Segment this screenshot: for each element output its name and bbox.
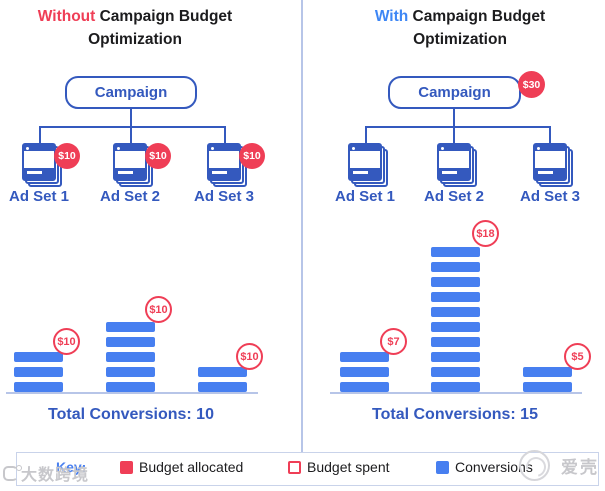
right-title-line2: Optimization <box>413 31 507 48</box>
left-adset1-label: Ad Set 1 <box>8 188 69 205</box>
left-adset1-spent-badge: $10 <box>53 328 80 355</box>
panel-divider <box>301 0 303 452</box>
left-campaign-node: Campaign <box>65 76 197 109</box>
conversion-bar-segment <box>431 322 480 332</box>
card-stack-front <box>113 143 147 181</box>
conversion-bar-segment <box>431 307 480 317</box>
right-panel-title: With Campaign Budget Optimization <box>330 5 590 51</box>
card-stack-front <box>22 143 56 181</box>
left-adset3-label: Ad Set 3 <box>193 188 254 205</box>
right-adset1-label: Ad Set 1 <box>334 188 395 205</box>
legend-conversions-label: Conversions <box>455 459 533 475</box>
conversion-bar-segment <box>523 382 572 392</box>
right-adset3-ads-icon <box>533 143 575 187</box>
right-total-conversions: Total Conversions: 15 <box>372 406 538 423</box>
right-adset1-conversions-stack <box>340 352 389 392</box>
left-panel-title: Without Campaign Budget Optimization <box>0 5 270 51</box>
right-title-highlight: With <box>374 8 409 25</box>
conversion-bar-segment <box>106 367 155 377</box>
left-title-line2: Optimization <box>88 31 182 48</box>
legend-conversions-swatch <box>436 461 449 474</box>
legend-budget-allocated-swatch <box>120 461 133 474</box>
card-stack-front <box>437 143 471 181</box>
right-adset2-conversions-stack <box>431 247 480 392</box>
conversion-bar-segment <box>431 247 480 257</box>
card-stack-front <box>533 143 567 181</box>
right-adset1-ads-icon <box>348 143 390 187</box>
conversion-bar-segment <box>14 367 63 377</box>
watermark-right-text: 爱壳 <box>561 458 599 477</box>
card-stack-front <box>207 143 241 181</box>
left-adset1-conversions-stack <box>14 352 63 392</box>
right-adset3-label: Ad Set 3 <box>519 188 580 205</box>
left-adset2-label: Ad Set 2 <box>99 188 160 205</box>
right-adset2-spent-badge: $18 <box>472 220 499 247</box>
right-adset3-conversions-stack <box>523 367 572 392</box>
left-connector-crossbar <box>39 126 226 128</box>
conversion-bar-segment <box>14 382 63 392</box>
right-adset2-label: Ad Set 2 <box>423 188 484 205</box>
watermark-bottom-left: 大数跨境 <box>3 461 89 485</box>
legend-box <box>16 452 599 486</box>
watermark-right-logo-icon <box>519 450 550 481</box>
left-chart-baseline <box>6 392 258 394</box>
right-connector-crossbar <box>365 126 551 128</box>
conversion-bar-segment <box>106 382 155 392</box>
right-connector-stub-3 <box>549 126 551 145</box>
left-adset3-conversions-stack <box>198 367 247 392</box>
left-title-highlight: Without <box>37 8 96 25</box>
right-adset3-spent-badge: $5 <box>564 343 591 370</box>
watermark-left-text: 大数跨境 <box>21 467 90 484</box>
conversion-bar-segment <box>431 277 480 287</box>
right-title-rest: Campaign Budget <box>408 8 546 25</box>
legend-budget-allocated-label: Budget allocated <box>139 459 244 475</box>
left-adset2-allocated-badge: $10 <box>145 143 171 169</box>
legend-budget-spent-swatch <box>288 461 301 474</box>
conversion-bar-segment <box>431 337 480 347</box>
left-connector-stub-1 <box>39 126 41 145</box>
conversion-bar-segment <box>431 367 480 377</box>
right-chart-baseline <box>330 392 582 394</box>
conversion-bar-segment <box>198 382 247 392</box>
left-adset3-ads-icon <box>207 143 249 187</box>
conversion-bar-segment <box>198 367 247 377</box>
left-adset1-allocated-badge: $10 <box>54 143 80 169</box>
conversion-bar-segment <box>431 382 480 392</box>
right-adset2-ads-icon <box>437 143 479 187</box>
left-title-rest: Campaign Budget <box>95 8 233 25</box>
conversion-bar-segment <box>106 322 155 332</box>
conversion-bar-segment <box>340 382 389 392</box>
left-total-conversions: Total Conversions: 10 <box>48 406 214 423</box>
left-adset2-conversions-stack <box>106 322 155 392</box>
conversion-bar-segment <box>431 352 480 362</box>
conversion-bar-segment <box>523 367 572 377</box>
right-connector-stub-1 <box>365 126 367 145</box>
right-campaign-budget-badge: $30 <box>518 71 545 98</box>
left-campaign-label: Campaign <box>94 84 168 101</box>
left-adset3-allocated-badge: $10 <box>239 143 265 169</box>
card-stack-front <box>348 143 382 181</box>
left-adset1-ads-icon <box>22 143 64 187</box>
left-connector-stub-3 <box>224 126 226 145</box>
right-campaign-node: Campaign <box>388 76 521 109</box>
conversion-bar-segment <box>431 292 480 302</box>
conversion-bar-segment <box>340 367 389 377</box>
conversion-bar-segment <box>14 352 63 362</box>
right-adset1-spent-badge: $7 <box>380 328 407 355</box>
conversion-bar-segment <box>340 352 389 362</box>
legend-budget-spent-label: Budget spent <box>307 459 390 475</box>
conversion-bar-segment <box>431 262 480 272</box>
right-campaign-label: Campaign <box>418 84 491 101</box>
legend-key-label: Key: <box>56 459 87 475</box>
conversion-bar-segment <box>106 337 155 347</box>
left-adset3-spent-badge: $10 <box>236 343 263 370</box>
conversion-bar-segment <box>106 352 155 362</box>
left-adset2-spent-badge: $10 <box>145 296 172 323</box>
watermark-left-logo-icon <box>3 464 22 481</box>
